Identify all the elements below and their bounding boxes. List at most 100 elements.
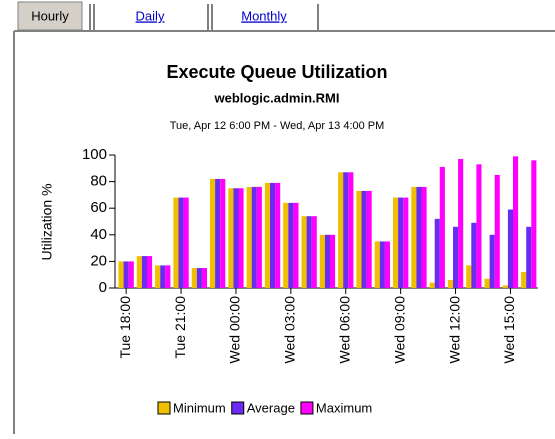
bar [215,178,221,288]
bar [374,241,380,288]
bar [228,188,234,288]
bar [356,190,362,288]
bar [384,241,390,288]
x-tick-label: Wed 12:00 [446,296,462,364]
bar [147,256,153,288]
bar [196,268,202,288]
bar [128,261,134,288]
bar [178,197,184,288]
bar [521,272,527,288]
bar [526,226,532,288]
tab-active[interactable] [17,1,83,31]
legend-swatch [231,401,245,415]
legend-swatch [300,401,314,415]
bar [311,216,317,288]
bar [453,226,459,288]
bar [155,265,161,288]
bar [301,216,307,288]
bar [173,197,179,288]
tab-label[interactable]: Hourly [31,8,69,23]
x-tick-label: Tue 21:00 [172,296,188,359]
bar [434,218,440,288]
bar [141,256,147,288]
x-tick-label: Tue 18:00 [117,296,133,359]
legend-swatch [157,401,171,415]
bar [458,158,464,288]
bar [338,172,344,288]
bar [531,160,537,288]
bar [343,172,349,288]
bar [293,202,299,288]
y-tick-label: 60 [90,199,107,216]
bar [476,164,482,288]
bar [429,282,435,288]
bar [191,268,197,288]
bar [183,197,189,288]
y-tick-label: 0 [99,279,107,296]
bar [398,197,404,288]
bar [403,197,409,288]
legend-label: Average [247,400,295,415]
bar [348,172,354,288]
x-tick-label: Wed 00:00 [227,296,243,364]
bar [264,182,270,288]
bar [251,186,257,288]
bar [330,234,336,288]
bar [136,256,142,288]
bar [484,278,490,288]
bar [379,241,385,288]
bar [466,265,472,288]
bar [123,261,129,288]
bar [489,234,495,288]
bar [210,178,216,288]
bar [319,234,325,288]
x-tick-label: Wed 09:00 [391,296,407,364]
y-tick-label: 100 [82,146,107,163]
bar [416,186,422,288]
bar [118,261,124,288]
bar [233,188,239,288]
bar [256,186,262,288]
date-range: Tue, Apr 12 6:00 PM - Wed, Apr 13 4:00 P… [170,120,385,132]
x-tick-label: Wed 15:00 [501,296,517,364]
chart-subtitle: weblogic.admin.RMI [214,90,340,105]
bar [411,186,417,288]
y-tick-label: 20 [90,252,107,269]
x-tick-label: Wed 06:00 [336,296,352,364]
x-tick-label: Wed 03:00 [282,296,298,364]
bar [393,197,399,288]
bar [471,222,477,288]
bar [201,268,207,288]
bar [447,280,453,288]
bar [421,186,427,288]
bar [246,186,252,288]
bar [502,285,508,288]
bar [165,265,171,288]
y-axis-label: Utilization % [39,183,55,260]
y-tick-label: 80 [90,173,107,190]
chart-title: Execute Queue Utilization [166,62,387,82]
tab-link[interactable]: Daily [136,8,165,23]
bar [361,190,367,288]
bar [283,202,289,288]
legend-label: Maximum [316,400,372,415]
bar [507,209,513,288]
bar [270,182,276,288]
bar [288,202,294,288]
tab-bar [0,0,555,30]
bar [275,182,281,288]
legend-label: Minimum [173,400,226,415]
bar [366,190,372,288]
tab-link[interactable]: Monthly [241,8,287,23]
bar [306,216,312,288]
bar [439,166,445,288]
bar [494,174,500,288]
bar [160,265,166,288]
bar [324,234,330,288]
bar [220,178,226,288]
bar [238,188,244,288]
y-tick-label: 40 [90,226,107,243]
bar [513,156,519,288]
